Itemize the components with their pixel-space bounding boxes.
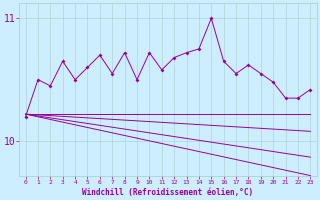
X-axis label: Windchill (Refroidissement éolien,°C): Windchill (Refroidissement éolien,°C) (82, 188, 253, 197)
